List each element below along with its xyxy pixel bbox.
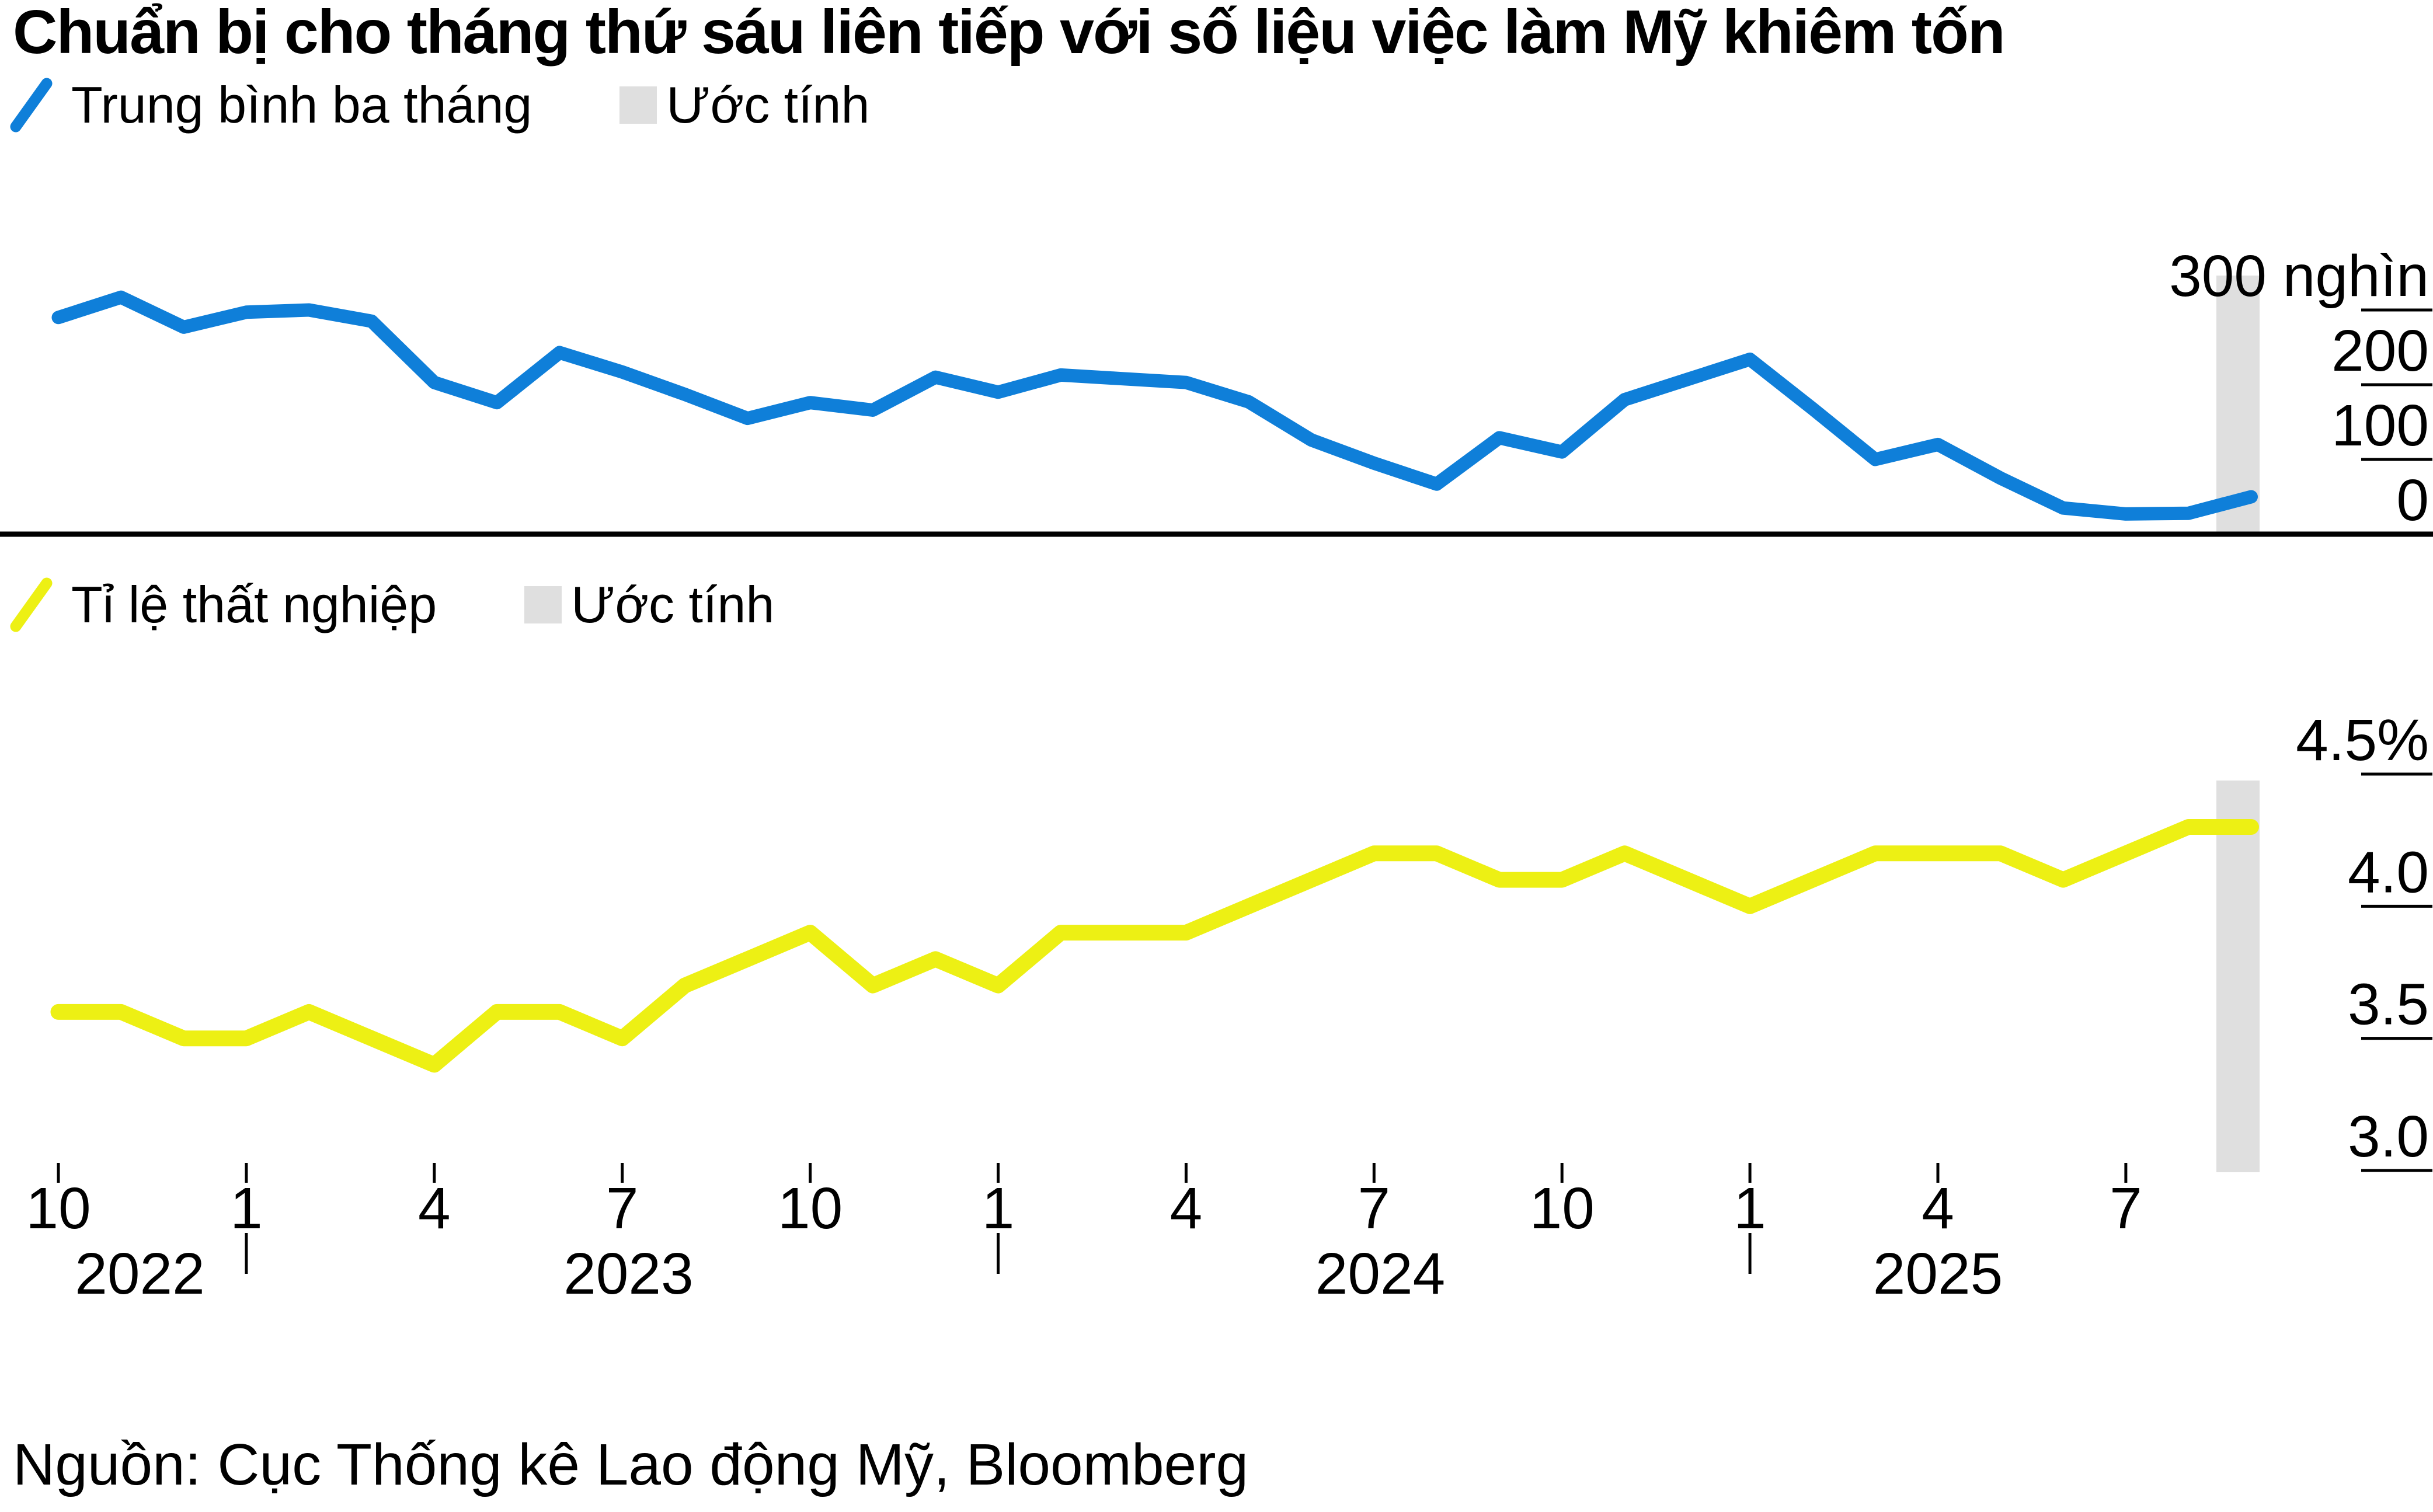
legend-top: Trung bình ba tháng Ước tính <box>6 75 869 135</box>
y-tick-label: 300 nghìn <box>2169 243 2429 309</box>
year-label: 2023 <box>563 1241 693 1307</box>
y-tick-label: 3.0 <box>2348 1104 2429 1169</box>
x-tick-label: 1 <box>1734 1176 1766 1241</box>
x-tick-label: 4 <box>1922 1176 1954 1241</box>
estimate-legend-swatch-bottom <box>524 586 562 623</box>
year-label: 2025 <box>1873 1241 2003 1307</box>
legend-bottom-estimate-label: Ước tính <box>571 576 775 633</box>
yellow-series-legend-icon <box>10 577 53 632</box>
estimate-bar-bottom <box>2216 781 2260 1172</box>
x-tick-label: 7 <box>2110 1176 2142 1241</box>
legend-top-series-label: Trung bình ba tháng <box>71 76 532 134</box>
legend-bottom: Tỉ lệ thất nghiệp Ước tính <box>6 574 774 635</box>
x-tick-label: 7 <box>606 1176 639 1241</box>
y-tick-label: 0 <box>2396 468 2429 533</box>
year-label: 2022 <box>75 1241 204 1307</box>
blue-series-legend-icon <box>10 78 53 133</box>
source-note: Nguồn: Cục Thống kê Lao động Mỹ, Bloombe… <box>13 1432 1249 1497</box>
x-tick-label: 10 <box>26 1176 91 1241</box>
y-tick-label: 200 <box>2331 318 2429 384</box>
year-label: 2024 <box>1315 1241 1445 1307</box>
x-tick-label: 1 <box>982 1176 1015 1241</box>
estimate-legend-swatch-top <box>619 86 657 124</box>
x-tick-label: 10 <box>778 1176 843 1241</box>
x-tick-label: 4 <box>418 1176 451 1241</box>
unemployment-rate-line <box>50 819 2259 1073</box>
chart-title: Chuẩn bị cho tháng thứ sáu liên tiếp với… <box>13 0 2006 67</box>
legend-bottom-series-label: Tỉ lệ thất nghiệp <box>71 576 437 633</box>
x-tick-label: 10 <box>1530 1176 1595 1241</box>
x-tick-label: 1 <box>230 1176 263 1241</box>
y-tick-label: 4.5% <box>2296 708 2429 773</box>
axis-ticks-and-labels: 300 nghìn 200 100 0 4.5% 4.0 3.5 3.0 10 1 4 7 10 1 4 7 1… <box>26 243 2432 1307</box>
legend-top-estimate-label: Ước tính <box>666 76 870 134</box>
x-tick-label: 4 <box>1170 1176 1203 1241</box>
y-tick-label: 4.0 <box>2348 839 2429 905</box>
x-tick-label: 7 <box>1358 1176 1390 1241</box>
y-tick-label: 100 <box>2331 393 2429 458</box>
payrolls-three-month-average-line <box>51 290 2258 521</box>
y-tick-label: 3.5 <box>2348 972 2429 1037</box>
